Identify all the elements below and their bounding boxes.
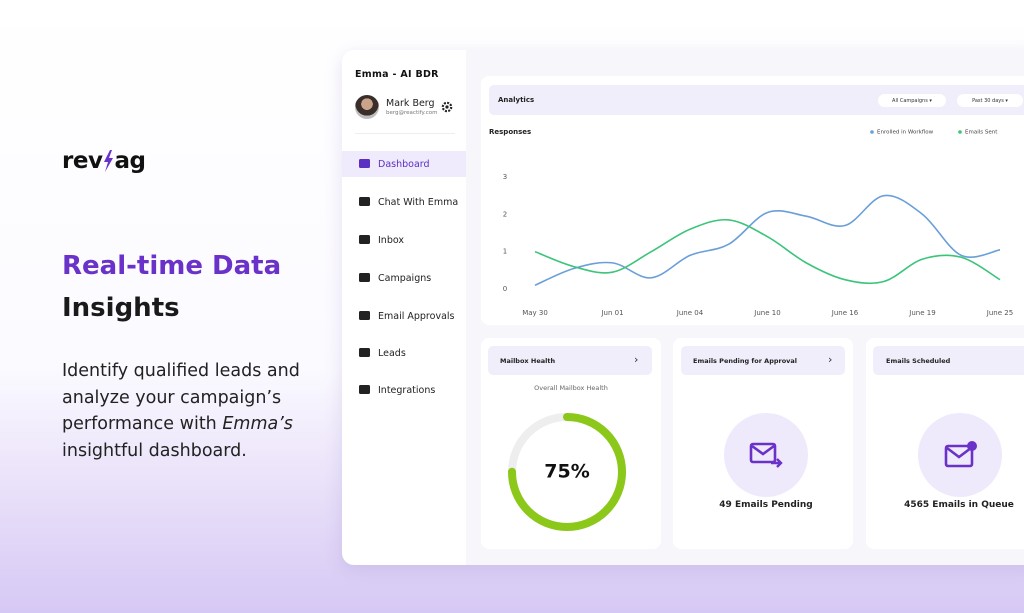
legend-label: Enrolled in Workflow: [877, 130, 934, 136]
series-line: [534, 218, 1001, 285]
card-title: Emails Pending for Approval: [693, 357, 798, 365]
body-text: insightful dashboard.: [62, 440, 247, 461]
mail-icon: [944, 441, 977, 468]
nav-item[interactable]: Email Approvals: [342, 303, 466, 329]
card-header[interactable]: [681, 346, 845, 375]
hero-title-accent: Real-time Data: [62, 251, 282, 281]
legend-label: Emails Sent: [965, 130, 998, 136]
y-tick-label: 0: [503, 285, 507, 293]
nav-icon: [359, 348, 370, 357]
x-tick-label: June 19: [908, 309, 935, 317]
divider: [355, 133, 455, 134]
pending-text: 49 Emails Pending: [719, 500, 813, 510]
legend-dot: [870, 130, 874, 134]
nav-label: Dashboard: [378, 158, 430, 170]
card-subtitle: Overall Mailbox Health: [534, 384, 608, 392]
nav-icon: [359, 273, 370, 282]
hero-body: Identify qualified leads and analyze you…: [62, 358, 302, 464]
avatar: [355, 95, 379, 119]
nav-label: Chat With Emma: [378, 196, 459, 208]
nav-icon: [359, 311, 370, 320]
nav-icon: [359, 197, 370, 206]
nav-icon: [359, 235, 370, 244]
logo-right: ag: [114, 148, 146, 174]
analytics-card: [481, 76, 1024, 325]
ring-progress: [508, 413, 626, 531]
y-tick-label: 2: [503, 210, 507, 218]
x-tick-label: June 16: [831, 309, 859, 317]
nav-item[interactable]: Integrations: [342, 377, 466, 403]
nav-label: Email Approvals: [378, 310, 455, 322]
user-name: Mark Berg: [386, 98, 435, 109]
logo-bolt: [104, 150, 114, 172]
chevron[interactable]: ›: [634, 353, 639, 366]
y-tick-label: 3: [503, 173, 507, 181]
chart-title: Responses: [489, 128, 531, 136]
filter-label: Past 30 days: [972, 97, 1004, 104]
filter[interactable]: All Campaigns ▾: [878, 94, 946, 107]
nav-item[interactable]: Leads: [342, 340, 466, 366]
x-tick-label: May 30: [522, 309, 548, 317]
mail-send-icon: [749, 442, 783, 468]
nav-label: Leads: [378, 347, 406, 359]
ring-label: 75%: [544, 461, 589, 483]
nav-item[interactable]: Dashboard: [342, 151, 466, 177]
card-header[interactable]: [488, 346, 652, 375]
settings-icon[interactable]: [441, 101, 453, 113]
analytics-title: Analytics: [498, 96, 535, 104]
app-title: Emma - AI BDR: [355, 69, 439, 80]
icon-circle: [918, 413, 1002, 497]
nav-item[interactable]: Chat With Emma: [342, 189, 466, 215]
card-title: Mailbox Health: [500, 357, 556, 365]
chevron[interactable]: ›: [828, 353, 833, 366]
series-line: [534, 194, 1001, 287]
x-tick-label: June 25: [986, 309, 1013, 317]
body-emphasis: Emma’s: [222, 414, 293, 434]
body-text: Identify qualified leads and analyze you…: [62, 361, 300, 434]
x-tick-label: June 10: [753, 309, 780, 317]
nav-label: Integrations: [378, 384, 436, 396]
filter[interactable]: Past 30 days ▾: [957, 94, 1023, 107]
y-tick-label: 1: [503, 248, 507, 256]
logo-left: rev: [62, 148, 103, 174]
x-tick-label: June 04: [676, 309, 704, 317]
scheduled-text: 4565 Emails in Queue: [904, 500, 1014, 510]
logo: rev ag: [62, 148, 146, 174]
x-tick-label: Jun 01: [600, 309, 623, 317]
card-title: Emails Scheduled: [886, 357, 951, 365]
card-header[interactable]: [873, 346, 1024, 375]
legend-dot: [958, 130, 962, 134]
icon-circle: [724, 413, 808, 497]
nav-icon: [359, 159, 370, 168]
nav-item[interactable]: Inbox: [342, 227, 466, 253]
nav-label: Inbox: [378, 234, 404, 246]
user-email: berg@reactify.com: [386, 110, 438, 116]
nav-icon: [359, 385, 370, 394]
hero-title: Insights: [62, 293, 180, 323]
filter-label: All Campaigns: [892, 97, 928, 104]
nav-label: Campaigns: [378, 272, 432, 284]
nav-item[interactable]: Campaigns: [342, 265, 466, 291]
